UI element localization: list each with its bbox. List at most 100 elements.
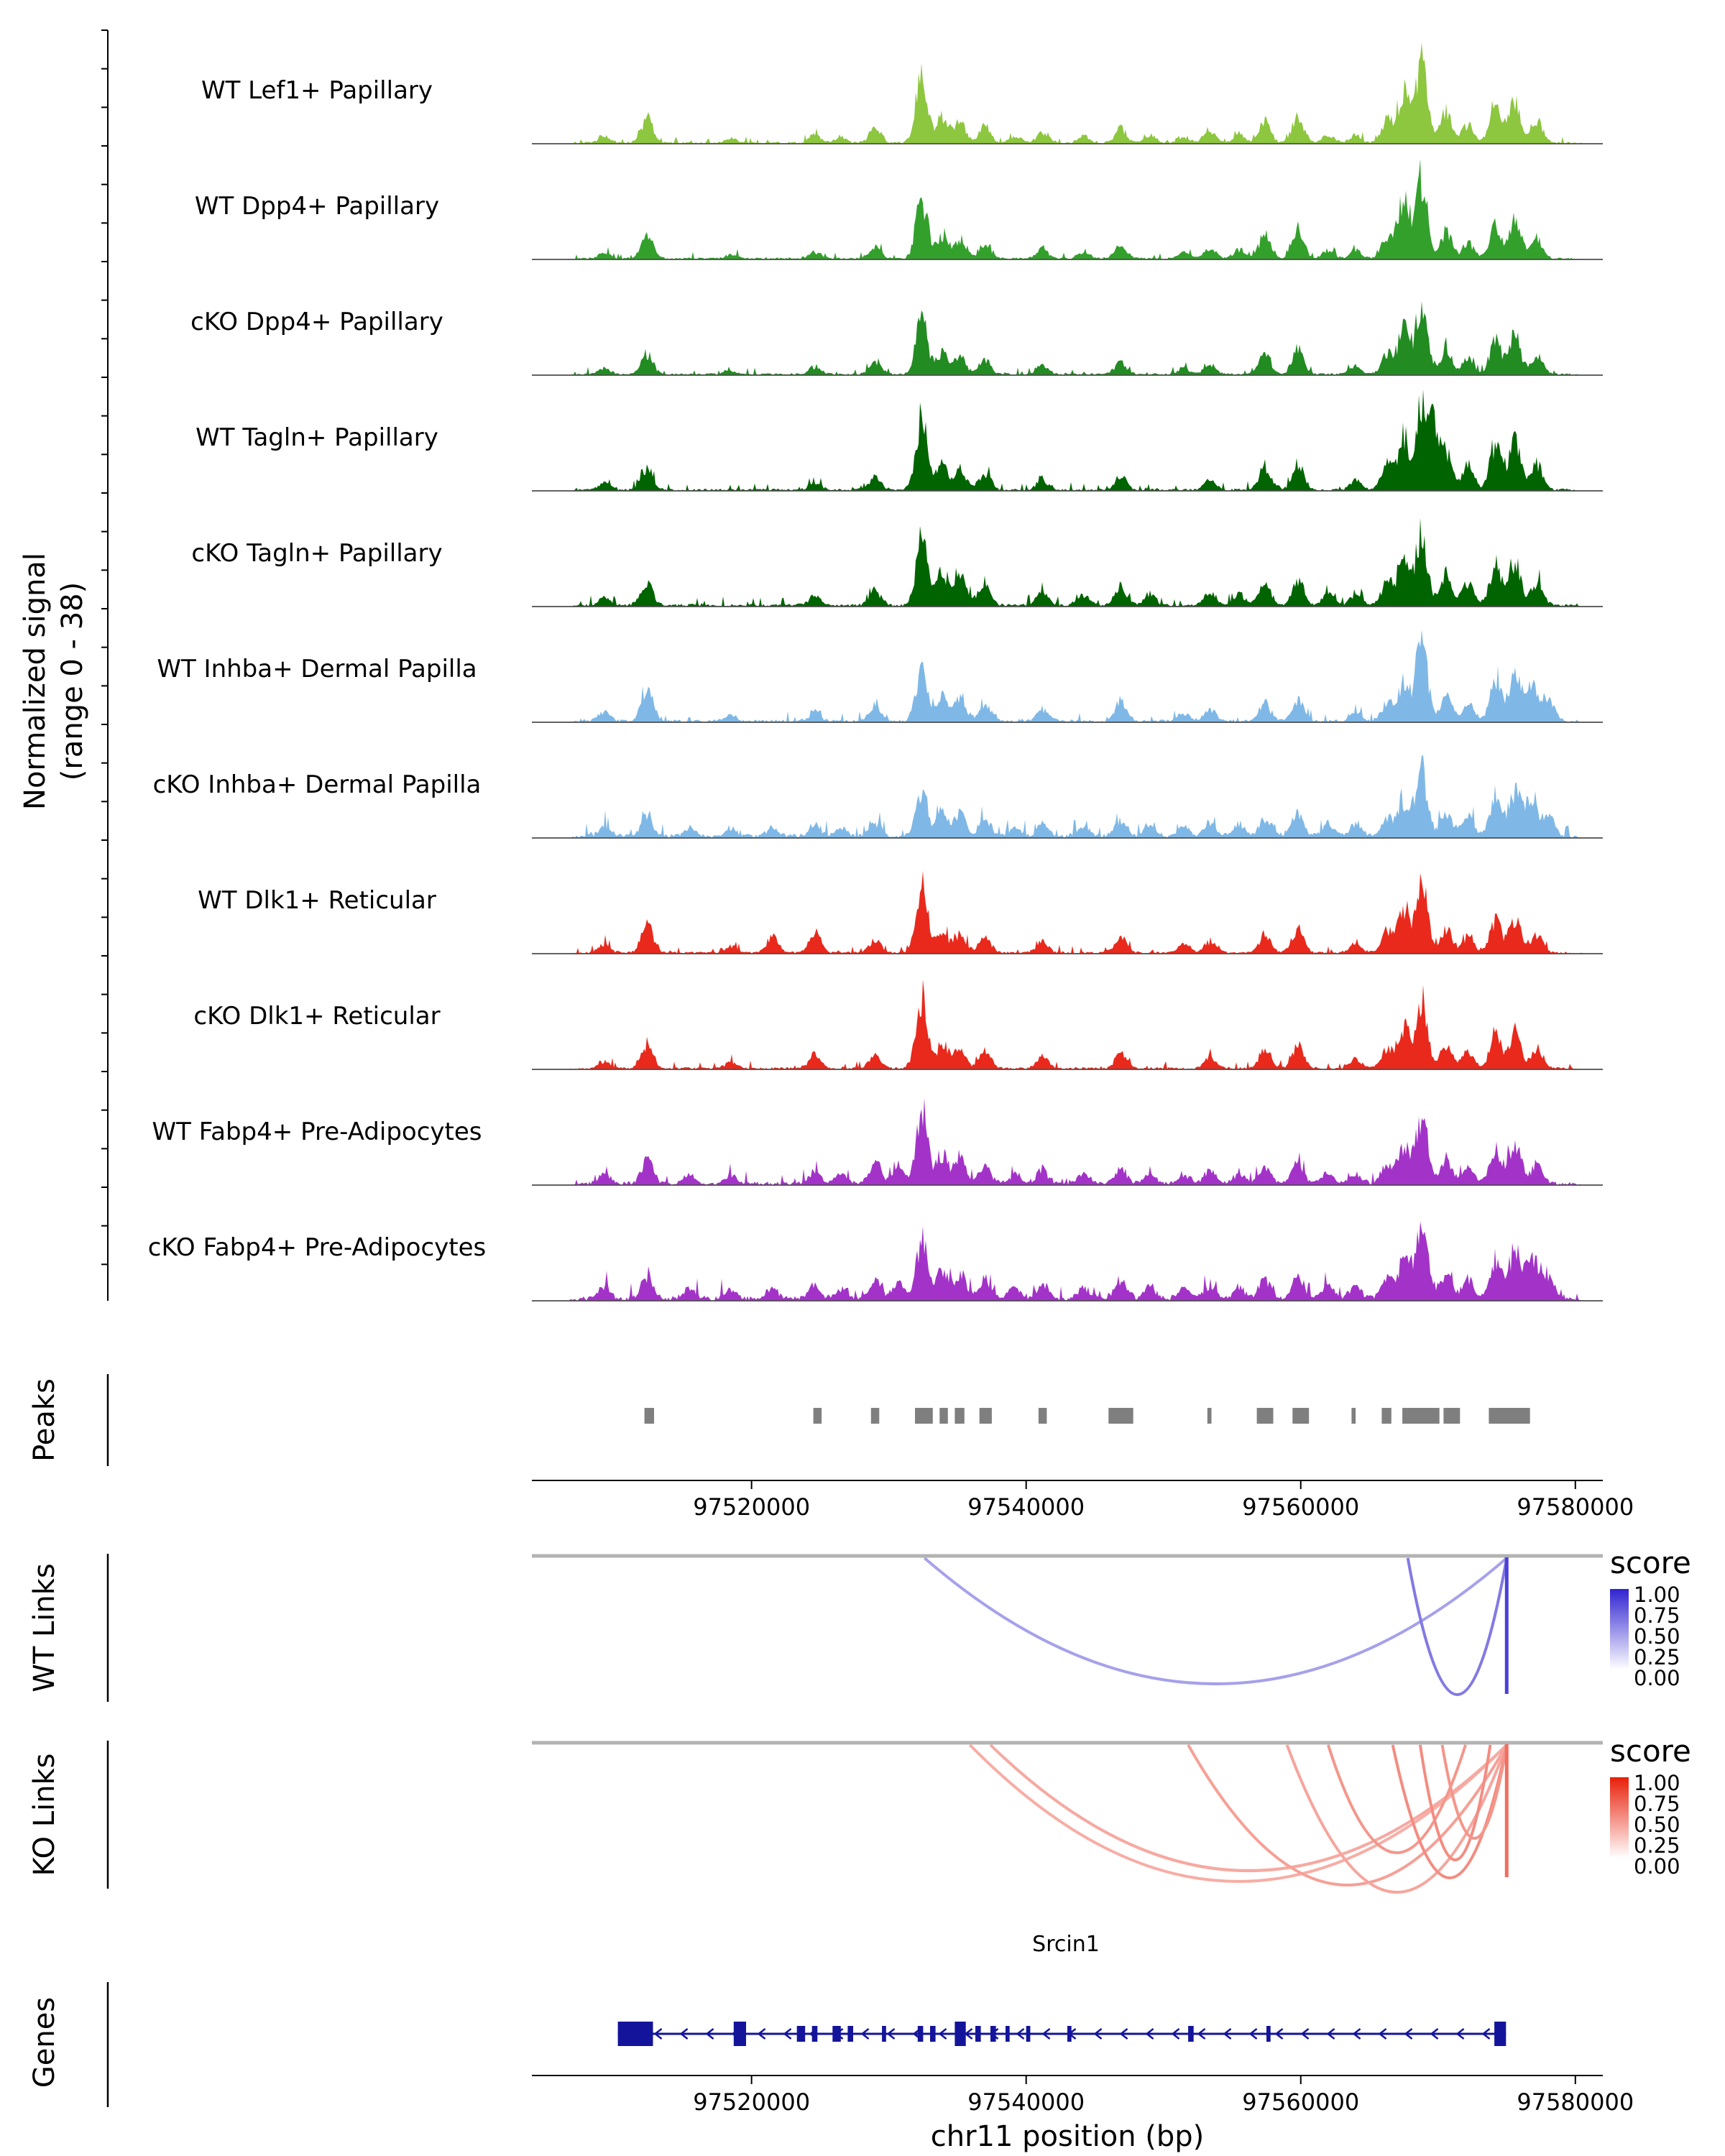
peak-interval-12 <box>1292 1408 1310 1424</box>
gene-strand-arrow <box>1248 2028 1258 2040</box>
genome-axis-tick-label-2: 97540000 <box>967 2088 1085 2116</box>
peaks-axis-tick-label-1: 97520000 <box>693 1493 811 1521</box>
peak-interval-1 <box>644 1408 654 1424</box>
peak-interval-7 <box>979 1408 992 1424</box>
peak-interval-11 <box>1256 1408 1274 1424</box>
peaks-axis-tick-label-2: 97540000 <box>967 1493 1085 1521</box>
peak-interval-10 <box>1207 1408 1212 1424</box>
track-label-6: WT Inhba+ Dermal Papilla <box>157 655 477 683</box>
legend-tick-label: 0.50 <box>1634 1624 1680 1649</box>
peak-interval-8 <box>1038 1408 1047 1424</box>
wt-links-arc-1 <box>923 1557 1508 1685</box>
gene-strand-arrow <box>1404 2028 1413 2040</box>
track-label-3: cKO Dpp4+ Papillary <box>190 308 443 336</box>
legend-tick-label: 0.75 <box>1634 1792 1680 1816</box>
peak-interval-3 <box>870 1408 880 1424</box>
signal-area-track-8 <box>532 870 1603 954</box>
gene-strand-arrow <box>1378 2028 1387 2040</box>
gene-strand-arrow <box>783 2028 792 2040</box>
gene-strand-arrow <box>1274 2028 1284 2040</box>
gene-strand-arrow <box>1326 2028 1335 2040</box>
gene-exon-9 <box>930 2026 936 2042</box>
gene-exon-16 <box>1188 2026 1194 2042</box>
wt-links-score-legend: score 1.00 0.75 0.50 0.25 0.00 <box>1610 1545 1691 1689</box>
signal-area-track-1 <box>532 42 1603 144</box>
gene-exon-4 <box>811 2026 818 2042</box>
legend-tick-label: 0.25 <box>1634 1833 1680 1858</box>
ko-links-arc-1 <box>968 1743 1508 1883</box>
gene-strand-arrow <box>757 2028 766 2040</box>
genome-axis-tick-label-1: 97520000 <box>693 2088 811 2116</box>
signal-area-track-6 <box>532 630 1603 722</box>
peak-interval-13 <box>1351 1408 1356 1424</box>
gene-strand-arrow <box>1300 2028 1310 2040</box>
signal-area-track-7 <box>532 755 1603 838</box>
gene-exon-3 <box>796 2026 806 2042</box>
wt-legend-colorbar <box>1610 1589 1629 1669</box>
track-label-11: cKO Fabp4+ Pre-Adipocytes <box>147 1233 487 1262</box>
signal-area-track-5 <box>532 517 1603 607</box>
signal-area-track-3 <box>532 300 1603 375</box>
gene-strand-arrow <box>1352 2028 1361 2040</box>
gene-exon-17 <box>1266 2026 1271 2042</box>
gene-exon-13 <box>1006 2026 1010 2042</box>
track-label-2: WT Dpp4+ Papillary <box>194 192 440 221</box>
gene-exon-5 <box>832 2026 841 2042</box>
legend-tick-label: 0.50 <box>1634 1812 1680 1837</box>
ko-legend-tick-labels: 1.00 0.75 0.50 0.25 0.00 <box>1634 1771 1680 1877</box>
signal-area-track-4 <box>532 390 1603 491</box>
gene-strand-arrow <box>1197 2028 1206 2040</box>
peak-interval-17 <box>1489 1408 1530 1424</box>
gene-name-label: Srcin1 <box>1032 1932 1100 1957</box>
gene-strand-arrow <box>1016 2028 1025 2040</box>
signal-area-track-9 <box>532 980 1603 1069</box>
gene-exon-8 <box>917 2026 924 2042</box>
ko-legend-colorbar <box>1610 1777 1629 1858</box>
gene-strand-arrow <box>1455 2028 1465 2040</box>
gene-exon-11 <box>975 2026 981 2042</box>
peak-interval-2 <box>813 1408 822 1424</box>
track-label-8: WT Dlk1+ Reticular <box>198 886 436 915</box>
gene-strand-arrow <box>1223 2028 1232 2040</box>
legend-tick-label: 0.75 <box>1634 1603 1680 1628</box>
legend-tick-label: 0.25 <box>1634 1645 1680 1669</box>
ko-links-score-legend: score 1.00 0.75 0.50 0.25 0.00 <box>1610 1733 1691 1877</box>
gene-strand-arrow <box>1093 2028 1103 2040</box>
gene-strand-arrow <box>860 2028 870 2040</box>
genome-axis-tick-label-4: 97580000 <box>1517 2088 1634 2116</box>
track-label-9: cKO Dlk1+ Reticular <box>193 1002 441 1031</box>
gene-strand-arrow <box>1430 2028 1439 2040</box>
gene-exon-12 <box>990 2026 996 2042</box>
track-label-1: WT Lef1+ Papillary <box>201 76 433 105</box>
peak-interval-15 <box>1402 1408 1440 1424</box>
x-axis-title: chr11 position (bp) <box>930 2120 1205 2153</box>
ko-links-arc-5 <box>1326 1744 1467 1854</box>
gene-strand-arrow <box>653 2028 663 2040</box>
signal-area-track-11 <box>532 1221 1603 1301</box>
track-label-4: WT Tagln+ Papillary <box>196 423 438 452</box>
legend-tick-label: 0.00 <box>1634 1854 1680 1879</box>
genes-section-label: Genes <box>28 1996 61 2088</box>
peaks-axis-tick-label-3: 97560000 <box>1242 1493 1360 1521</box>
ko-links-arc-6 <box>1391 1744 1509 1879</box>
gene-exon-7 <box>882 2026 886 2042</box>
peaks-section-label: Peaks <box>28 1378 61 1462</box>
y-axis-label: Normalized signal (range 0 - 38) <box>17 553 91 810</box>
gene-strand-arrow <box>1481 2028 1491 2040</box>
ko-links-section-label: KO Links <box>28 1753 61 1876</box>
gene-strand-arrow <box>705 2028 714 2040</box>
genome-axis-tick-label-3: 97560000 <box>1242 2088 1360 2116</box>
ko-links-arc-3 <box>1187 1744 1509 1886</box>
gene-exon-6 <box>847 2026 853 2042</box>
gene-strand-arrow <box>679 2028 689 2040</box>
ko-links-arc-8 <box>1440 1744 1509 1840</box>
gene-exon-1 <box>617 2022 653 2046</box>
gene-strand-arrow <box>1171 2028 1180 2040</box>
peaks-axis-tick-label-4: 97580000 <box>1517 1493 1634 1521</box>
ko-links-arc-7 <box>1418 1744 1492 1861</box>
legend-tick-label: 1.00 <box>1634 1771 1680 1795</box>
wt-links-arc-2 <box>1406 1557 1509 1696</box>
gene-exon-15 <box>1067 2026 1072 2042</box>
